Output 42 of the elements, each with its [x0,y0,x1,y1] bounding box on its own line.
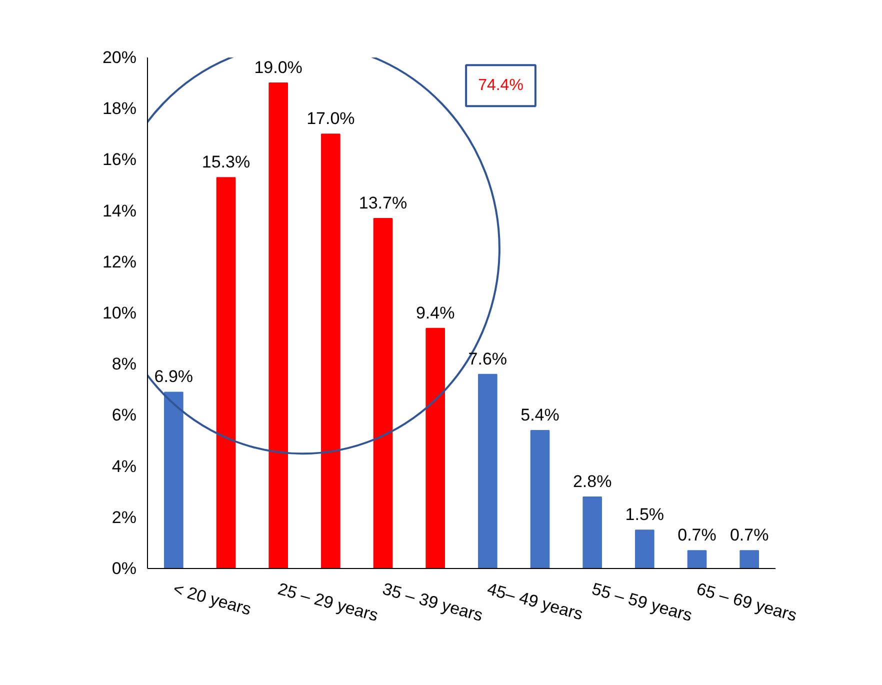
data-label: 5.4% [520,406,560,425]
x-tick-label: < 20 years [171,579,254,619]
y-tick-label: 4% [112,456,137,476]
y-tick-label: 18% [102,99,137,118]
x-tick-label: 65 – 69 years [694,579,799,626]
data-label: 17.0% [306,109,355,128]
data-label: 6.9% [154,367,194,386]
data-label: 13.7% [358,193,408,212]
bar [373,218,393,568]
data-label: 2.8% [572,472,612,491]
bar [635,530,654,568]
y-tick-label: 16% [102,150,137,170]
data-label: 9.4% [416,303,455,322]
bar [478,374,498,568]
y-tick-label: 12% [102,252,137,272]
data-label: 7.6% [468,349,508,368]
y-tick-label: 8% [112,354,137,374]
bar [164,392,184,568]
y-tick-label: 0% [112,559,137,578]
x-tick-label: 25 – 29 years [276,579,380,626]
data-label: 15.3% [202,152,250,172]
y-tick-label: 6% [112,406,137,425]
data-label: 1.5% [625,505,664,524]
x-tick-label: 45– 49 years [485,579,585,624]
bar [687,550,707,568]
bar [582,496,602,568]
data-label: 19.0% [254,58,302,78]
bar [740,550,759,568]
y-tick-label: 20% [102,48,137,67]
bar [321,134,340,568]
data-label: 0.7% [678,526,716,545]
bar [216,177,236,568]
bar [530,430,550,568]
bar [426,328,445,568]
y-tick-label: 14% [102,201,137,220]
x-tick-label: 35 – 39 years [380,579,485,626]
x-tick-label: 55 – 59 years [590,579,694,626]
data-label: 0.7% [730,526,769,545]
annotation: 74.4% [478,77,524,94]
y-tick-label: 2% [112,508,137,527]
y-tick-label: 10% [102,304,137,322]
bar [268,82,288,568]
